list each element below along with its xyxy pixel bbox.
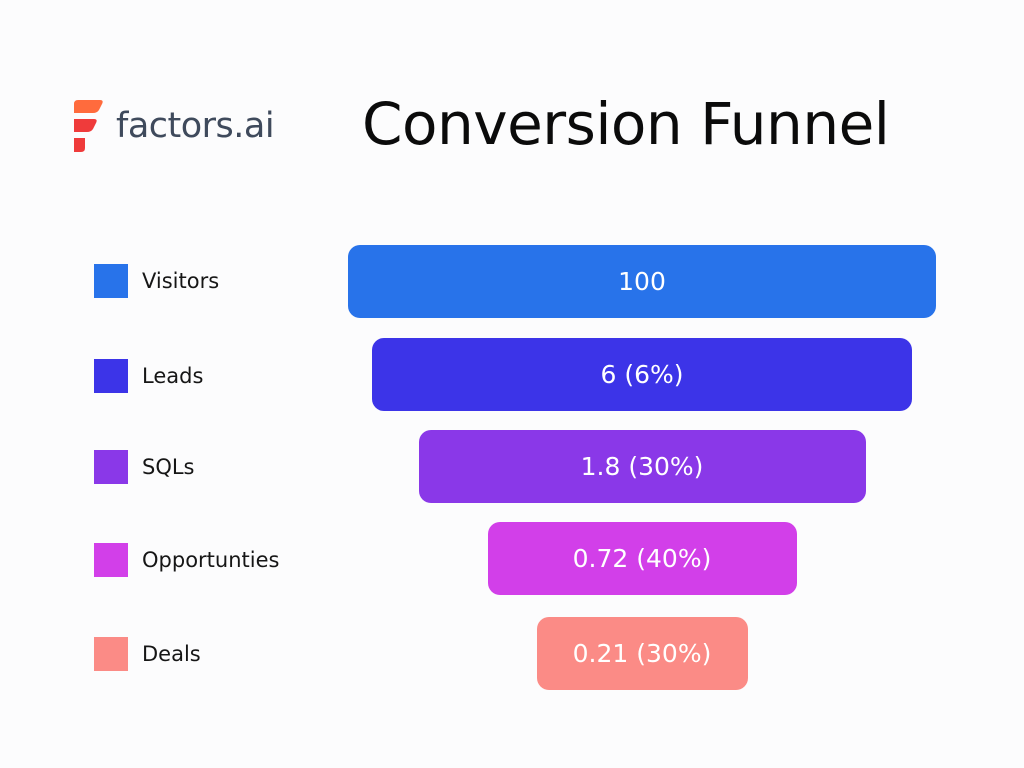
funnel-bar-label: 0.21 (30%) [572,639,712,668]
factors-logo-icon [74,100,103,152]
chart-title: Conversion Funnel [362,90,890,158]
legend-swatch [94,637,128,671]
legend-item-visitors: Visitors [94,264,219,298]
legend-label: Opportunties [142,548,280,572]
funnel-bar-sqls: 1.8 (30%) [418,430,866,503]
funnel-bar-deals: 0.21 (30%) [536,617,748,690]
funnel-bar-label: 1.8 (30%) [580,452,704,481]
legend-label: Leads [142,364,204,388]
legend-item-deals: Deals [94,637,201,671]
legend-item-sqls: SQLs [94,450,195,484]
legend-item-opportunties: Opportunties [94,543,279,577]
legend-swatch [94,543,128,577]
funnel-bar-label: 6 (6%) [600,360,684,389]
brand-name: factors.ai [116,106,275,146]
legend-label: Visitors [142,269,220,293]
chart-legend: Visitors Leads SQLs Opportunties Deals [94,0,354,768]
funnel-bar-label: 0.72 (40%) [572,544,712,573]
legend-label: Deals [142,642,201,666]
legend-swatch [94,359,128,393]
legend-label: SQLs [142,455,195,479]
legend-swatch [94,264,128,298]
legend-item-leads: Leads [94,359,203,393]
legend-swatch [94,450,128,484]
funnel-bar-leads: 6 (6%) [372,338,912,411]
funnel-bar-opportunties: 0.72 (40%) [487,522,797,595]
funnel-bar-label: 100 [618,267,666,296]
funnel-bar-visitors: 100 [348,245,936,318]
brand-logo: factors.ai [72,100,275,152]
